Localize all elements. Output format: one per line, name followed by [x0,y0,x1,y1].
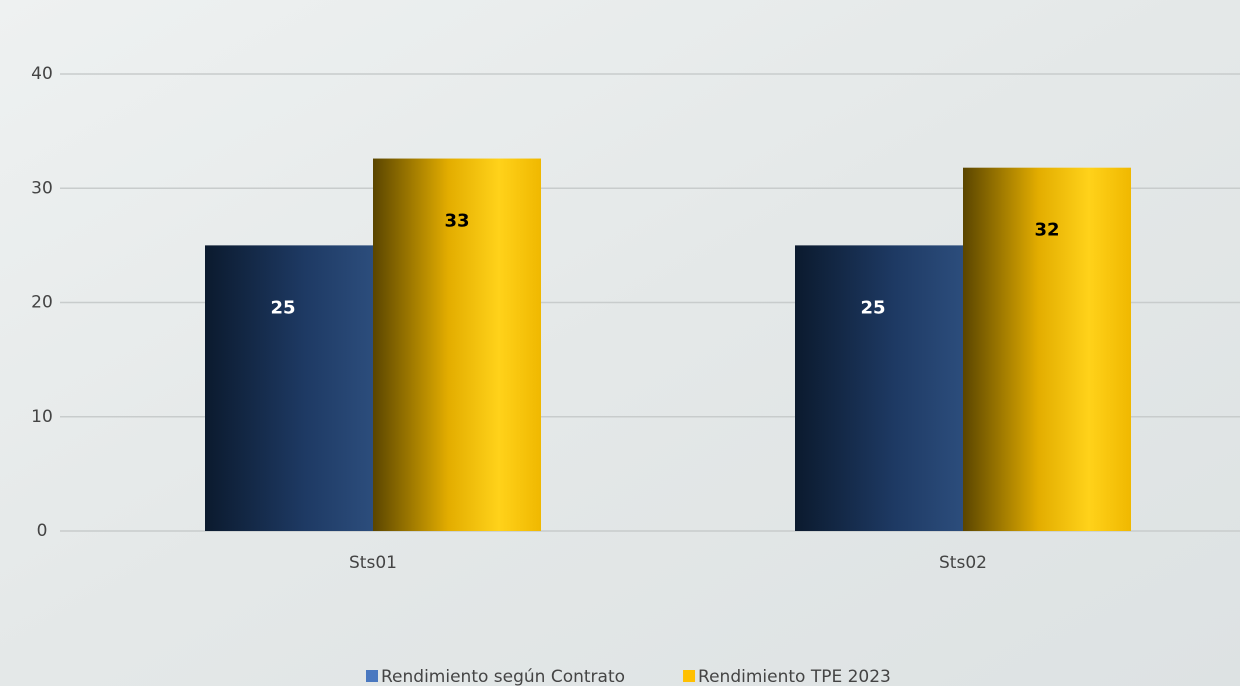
x-tick-label: Sts02 [939,553,987,573]
value-label: 32 [1034,220,1059,241]
x-tick-label: Sts01 [349,553,397,573]
bar [205,245,373,531]
bar [373,158,541,532]
y-tick-label: 40 [31,64,53,84]
y-tick-label: 10 [31,407,53,427]
value-label: 25 [860,297,885,318]
legend-label: Rendimiento TPE 2023 [698,667,891,686]
y-tick-label: 0 [37,521,48,541]
legend-swatch [366,670,378,682]
value-label: 25 [270,297,295,318]
value-label: 33 [444,211,469,232]
y-tick-label: 20 [31,293,53,313]
legend-label: Rendimiento según Contrato [381,667,625,686]
y-tick-label: 30 [31,178,53,198]
legend-swatch [683,670,696,682]
bar [963,167,1131,531]
bar [795,245,963,531]
